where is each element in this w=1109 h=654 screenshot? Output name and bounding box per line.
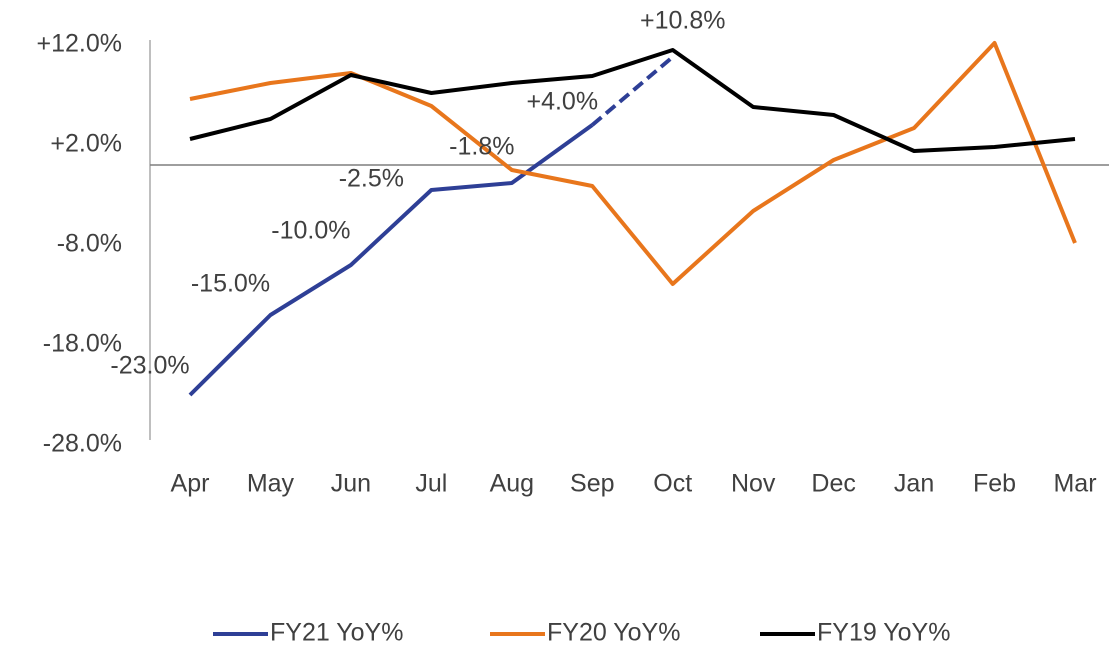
x-tick-label: May: [247, 470, 295, 498]
data-label: -1.8%: [449, 133, 514, 161]
y-tick-label: -18.0%: [43, 330, 122, 358]
x-tick-label: Sep: [570, 470, 614, 498]
x-tick-label: Jan: [894, 470, 934, 498]
x-tick-label: Aug: [490, 470, 534, 498]
x-tick-label: Nov: [731, 470, 776, 498]
x-tick-label: Apr: [171, 470, 210, 498]
series-line: [189, 48, 1076, 153]
data-label: -15.0%: [191, 270, 270, 298]
y-tick-label: -28.0%: [43, 430, 122, 458]
y-tick-label: +12.0%: [37, 30, 123, 58]
data-label: -10.0%: [271, 217, 350, 245]
data-label: -23.0%: [110, 352, 189, 380]
y-tick-label: +2.0%: [50, 130, 122, 158]
dashed-line: [590, 55, 675, 127]
x-tick-label: Feb: [973, 470, 1016, 498]
x-tick-label: Mar: [1053, 470, 1096, 498]
x-tick-label: Oct: [653, 470, 692, 498]
data-label: -2.5%: [339, 165, 404, 193]
y-tick-label: -8.0%: [57, 230, 122, 258]
x-tick-label: Jun: [331, 470, 371, 498]
legend-label: FY19 YoY%: [817, 619, 950, 647]
data-label: +4.0%: [526, 88, 598, 116]
series-line: [189, 41, 1077, 286]
x-tick-label: Dec: [811, 470, 855, 498]
data-label: +10.8%: [640, 7, 726, 35]
legend-label: FY20 YoY%: [547, 619, 680, 647]
x-tick-label: Jul: [415, 470, 447, 498]
legend-label: FY21 YoY%: [270, 619, 403, 647]
